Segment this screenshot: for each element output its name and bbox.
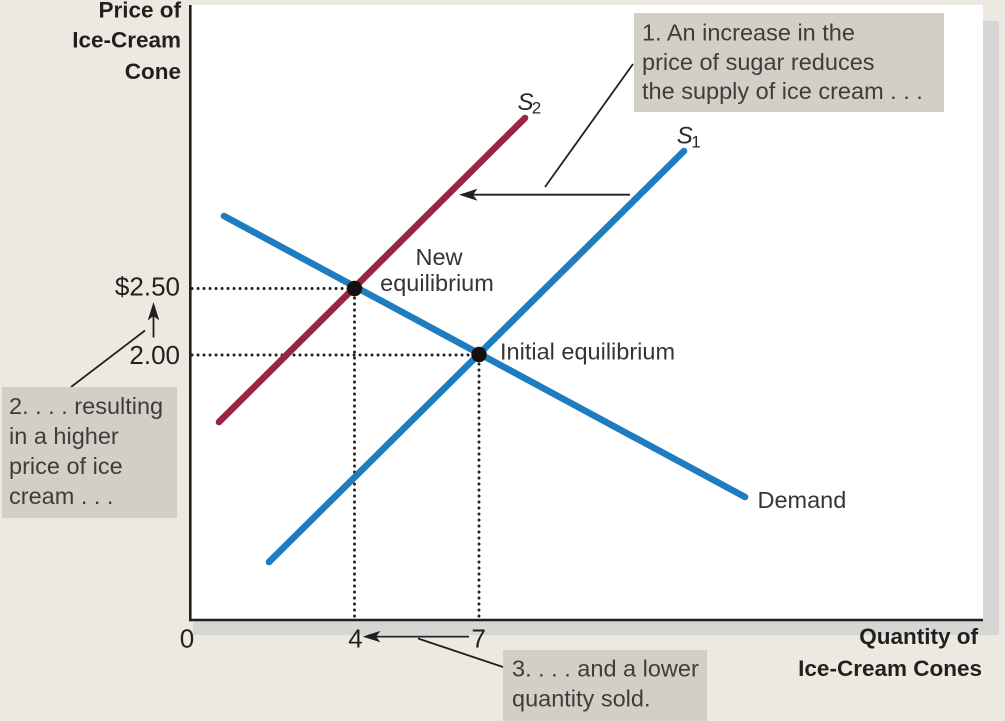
svg-text:2: 2	[532, 99, 541, 118]
svg-text:price of ice: price of ice	[9, 453, 123, 479]
svg-text:Ice-Cream: Ice-Cream	[72, 28, 181, 53]
svg-text:Ice-Cream Cones: Ice-Cream Cones	[798, 656, 982, 681]
svg-text:2. . . . resulting: 2. . . . resulting	[9, 393, 163, 419]
svg-text:4: 4	[348, 624, 362, 654]
svg-text:quantity sold.: quantity sold.	[512, 685, 650, 711]
svg-text:Cone: Cone	[125, 59, 181, 84]
svg-text:0: 0	[180, 624, 194, 654]
svg-text:in a higher: in a higher	[9, 423, 119, 449]
svg-text:Demand: Demand	[758, 487, 847, 513]
svg-text:the supply of ice cream . . .: the supply of ice cream . . .	[642, 78, 923, 104]
svg-text:cream . . .: cream . . .	[9, 483, 113, 509]
svg-text:price of sugar reduces: price of sugar reduces	[642, 49, 875, 75]
svg-text:3. . . . and a lower: 3. . . . and a lower	[512, 656, 699, 682]
svg-text:New: New	[415, 244, 463, 270]
svg-text:2.00: 2.00	[129, 340, 180, 370]
svg-text:equilibrium: equilibrium	[380, 270, 494, 296]
svg-text:Initial equilibrium: Initial equilibrium	[500, 339, 675, 365]
svg-text:1. An increase in the: 1. An increase in the	[642, 20, 855, 46]
svg-text:Price of: Price of	[98, 0, 181, 22]
svg-text:7: 7	[471, 624, 485, 654]
svg-text:$2.50: $2.50	[115, 272, 180, 302]
svg-text:Quantity of: Quantity of	[859, 624, 978, 649]
svg-text:S: S	[518, 89, 534, 116]
svg-text:S: S	[677, 123, 693, 150]
svg-text:1: 1	[691, 132, 700, 151]
